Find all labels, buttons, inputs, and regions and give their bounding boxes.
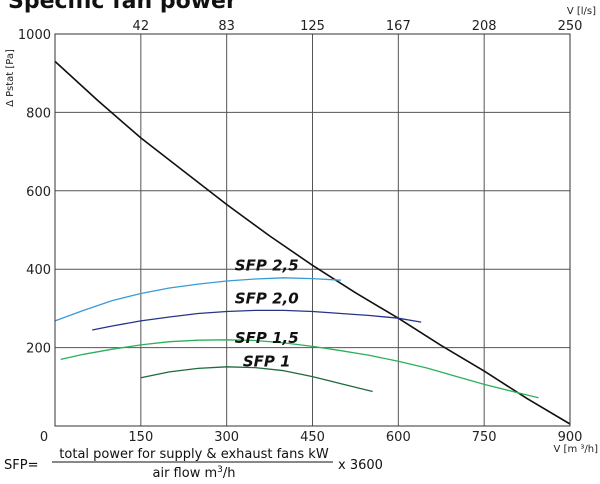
formula-prefix: SFP= xyxy=(4,458,38,473)
series-label: SFP 1 xyxy=(243,352,291,370)
x-tick-label: 300 xyxy=(214,430,239,445)
formula-suffix: x 3600 xyxy=(338,458,383,473)
series-label: SFP 2,0 xyxy=(235,290,299,308)
top-tick-label: 125 xyxy=(300,19,325,34)
grid xyxy=(55,34,570,426)
top-tick-label: 250 xyxy=(558,19,583,34)
y-tick-label: 400 xyxy=(26,263,51,278)
formula-numerator: total power for supply & exhaust fans kW xyxy=(59,447,329,462)
sfp-1-curve xyxy=(140,366,373,393)
curves: SFP 2,5 SFP 2,0 SFP 1,5 SFP 1 xyxy=(54,60,571,425)
top-tick-label: 83 xyxy=(218,19,235,34)
x-tick-label: 600 xyxy=(386,430,411,445)
y-tick-label: 200 xyxy=(26,342,51,357)
x-tick-label: 750 xyxy=(472,430,497,445)
top-axis-label: V [l/s] xyxy=(567,6,596,17)
x-tick-label: 900 xyxy=(558,430,583,445)
x-axis-label: V [m ³/h] xyxy=(554,444,599,455)
formula-denominator-sup: 3 xyxy=(217,465,223,475)
sfp-formula: SFP= total power for supply & exhaust fa… xyxy=(4,447,383,481)
x-tick-label: 450 xyxy=(300,430,325,445)
top-tick-label: 42 xyxy=(133,19,150,34)
series-label: SFP 2,5 xyxy=(235,256,299,274)
formula-denominator: air flow m3/h xyxy=(153,465,236,480)
top-tick-label: 167 xyxy=(386,19,411,34)
sfp-2-5-curve xyxy=(54,277,342,322)
y-tick-label: 1000 xyxy=(18,28,51,43)
formula-denominator-base: air flow m xyxy=(153,466,218,480)
y-tick-label: 600 xyxy=(26,185,51,200)
tick-labels: 0 150 300 450 600 750 900 200 400 600 800 1000 42 83 1… xyxy=(18,19,583,445)
chart-title: Specific fan power xyxy=(8,0,237,14)
top-tick-label: 208 xyxy=(472,19,497,34)
x-tick-label: 150 xyxy=(128,430,153,445)
y-axis-label: Δ Pstat [Pa] xyxy=(5,49,16,107)
fan-pressure-curve xyxy=(54,60,571,425)
sfp-1-5-curve xyxy=(60,339,539,399)
y-tick-label: 800 xyxy=(26,106,51,121)
x-tick-label: 0 xyxy=(40,430,48,445)
plot-frame xyxy=(54,33,571,427)
sfp-2-0-curve xyxy=(92,309,422,331)
series-label: SFP 1,5 xyxy=(235,329,299,347)
formula-denominator-tail: /h xyxy=(223,466,236,480)
